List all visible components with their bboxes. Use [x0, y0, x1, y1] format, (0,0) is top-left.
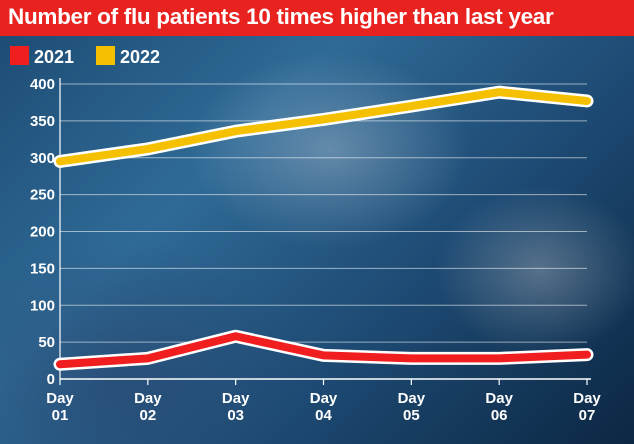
x-tick-label-line1: Day: [46, 390, 74, 407]
x-tick-label-line2: 04: [315, 407, 332, 424]
y-tick-label: 100: [30, 297, 55, 314]
x-tick-label: Day 04: [310, 390, 338, 424]
y-tick-label: 350: [30, 113, 55, 130]
legend-swatch-2021: [10, 46, 29, 65]
x-tick-label-line1: Day: [222, 390, 250, 407]
y-tick-label: 150: [30, 260, 55, 277]
x-tick-label-line1: Day: [310, 390, 338, 407]
x-tick-label-line2: 01: [52, 407, 69, 424]
chart-title: Number of flu patients 10 times higher t…: [8, 4, 554, 29]
y-tick-label: 200: [30, 224, 55, 241]
title-bar: Number of flu patients 10 times higher t…: [0, 0, 634, 36]
y-tick-label: 400: [30, 76, 55, 93]
legend-label-2022: 2022: [120, 47, 160, 67]
y-tick-label: 50: [38, 334, 55, 351]
x-tick-label-line2: 03: [227, 407, 244, 424]
x-tick-label-line1: Day: [485, 390, 513, 407]
x-tick-label-line2: 07: [579, 407, 596, 424]
x-tick-label: Day 01: [46, 390, 74, 424]
x-tick-label: Day 05: [398, 390, 426, 424]
legend-label-2021: 2021: [34, 47, 74, 67]
x-tick-label: Day 02: [134, 390, 162, 424]
y-tick-label: 300: [30, 150, 55, 167]
x-tick-label-line1: Day: [398, 390, 426, 407]
series-line-2022: [56, 88, 591, 166]
x-tick-label: Day 06: [485, 390, 513, 424]
x-tick-label-line1: Day: [573, 390, 601, 407]
x-tick-label-line1: Day: [134, 390, 162, 407]
y-tick-label: 250: [30, 187, 55, 204]
y-tick-label: 0: [47, 371, 55, 388]
legend-swatch-2022: [96, 46, 115, 65]
x-tick-label: Day 03: [222, 390, 250, 424]
x-tick-label-line2: 02: [139, 407, 156, 424]
x-tick-label-line2: 05: [403, 407, 420, 424]
x-tick-label-line2: 06: [491, 407, 508, 424]
x-tick-label: Day 07: [573, 390, 601, 424]
